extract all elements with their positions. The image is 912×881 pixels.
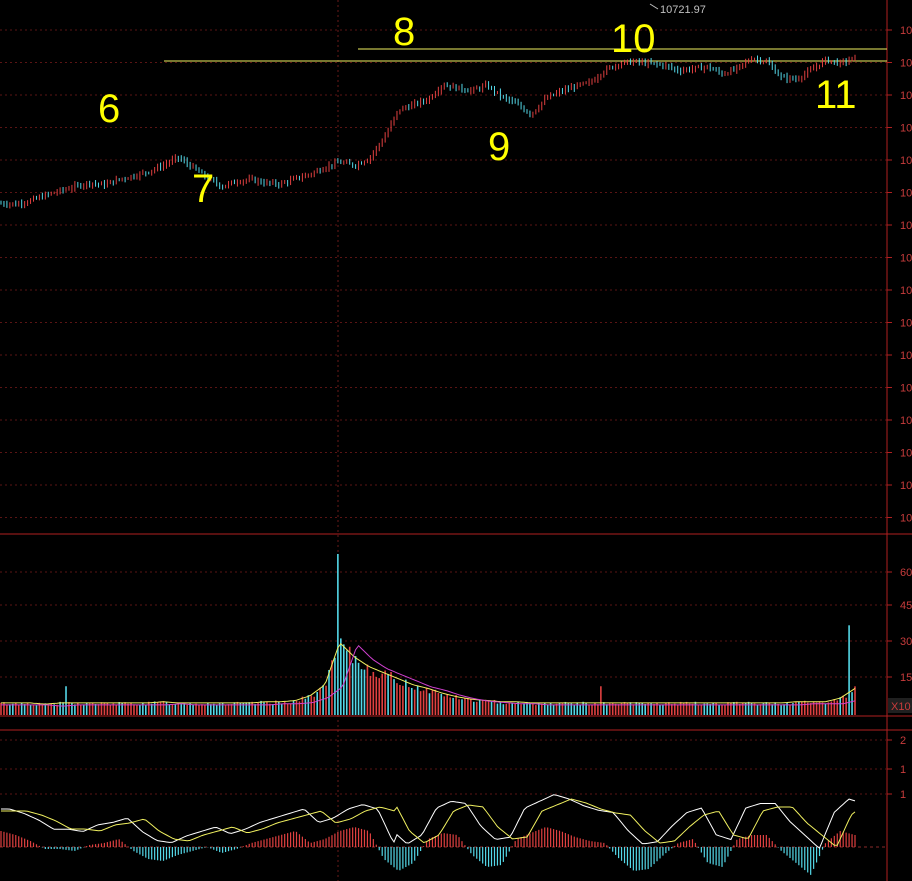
- volume-axis-tick-label: 60: [900, 567, 912, 579]
- volume-ma-long: [1, 644, 856, 707]
- macd-axis-tick-label: 1: [900, 789, 906, 801]
- price-axis-tick-label: 10: [900, 58, 912, 70]
- volume-axis: 60 45 30 15: [887, 567, 912, 684]
- peak-marker: 10721.97: [649, 3, 706, 16]
- price-axis-tick-label: 10: [900, 188, 912, 200]
- volume-moving-averages: [1, 642, 856, 707]
- price-candles: [0, 54, 856, 209]
- price-axis-tick-label: 10: [900, 220, 912, 232]
- price-axis-tick-label: 10: [900, 25, 912, 37]
- macd-axis-tick-label: 2: [900, 735, 906, 747]
- price-axis-tick-label: 10: [900, 415, 912, 427]
- peak-price-label: 10721.97: [660, 4, 706, 16]
- price-axis-tick-label: 10: [900, 155, 912, 167]
- volume-axis-tick-label: 45: [900, 600, 912, 612]
- volume-multiplier-box: [888, 698, 912, 713]
- wave-label-6: 6: [98, 87, 120, 131]
- price-axis-tick-label: 10: [900, 448, 912, 460]
- peak-marker-pointer: [649, 3, 659, 10]
- volume-multiplier-label: X10: [891, 701, 911, 713]
- price-axis-tick-label: 10: [900, 253, 912, 265]
- volume-axis-tick-label: 30: [900, 636, 912, 648]
- macd-dea-line: [1, 798, 856, 846]
- price-axis-tick-label: 10: [900, 285, 912, 297]
- wave-label-8: 8: [393, 10, 415, 54]
- wave-label-10: 10: [611, 17, 656, 61]
- volume-ma-short: [1, 642, 856, 705]
- wave-label-9: 9: [488, 125, 510, 169]
- macd-histogram: [0, 827, 856, 875]
- volume-axis-tick-label: 15: [900, 672, 912, 684]
- price-axis: 10 10 10 10 10 10 10 10 10 10 10 10 10 10 10 10: [887, 25, 912, 525]
- wave-label-11: 11: [815, 73, 857, 117]
- price-axis-tick-label: 10: [900, 383, 912, 395]
- wave-labels: 6 7 8 9 10 11: [98, 10, 857, 211]
- wave-label-7: 7: [192, 167, 214, 211]
- price-axis-tick-label: 10: [900, 318, 912, 330]
- volume-bars: [0, 554, 856, 715]
- macd-dif-line: [1, 794, 856, 849]
- price-axis-tick-label: 10: [900, 123, 912, 135]
- macd-axis-tick-label: 1: [900, 764, 906, 776]
- price-axis-tick-label: 10: [900, 90, 912, 102]
- macd-axis: 2 1 1: [887, 735, 906, 801]
- price-axis-tick-label: 10: [900, 513, 912, 525]
- price-axis-tick-label: 10: [900, 480, 912, 492]
- price-axis-tick-label: 10: [900, 350, 912, 362]
- macd-lines: [1, 794, 856, 849]
